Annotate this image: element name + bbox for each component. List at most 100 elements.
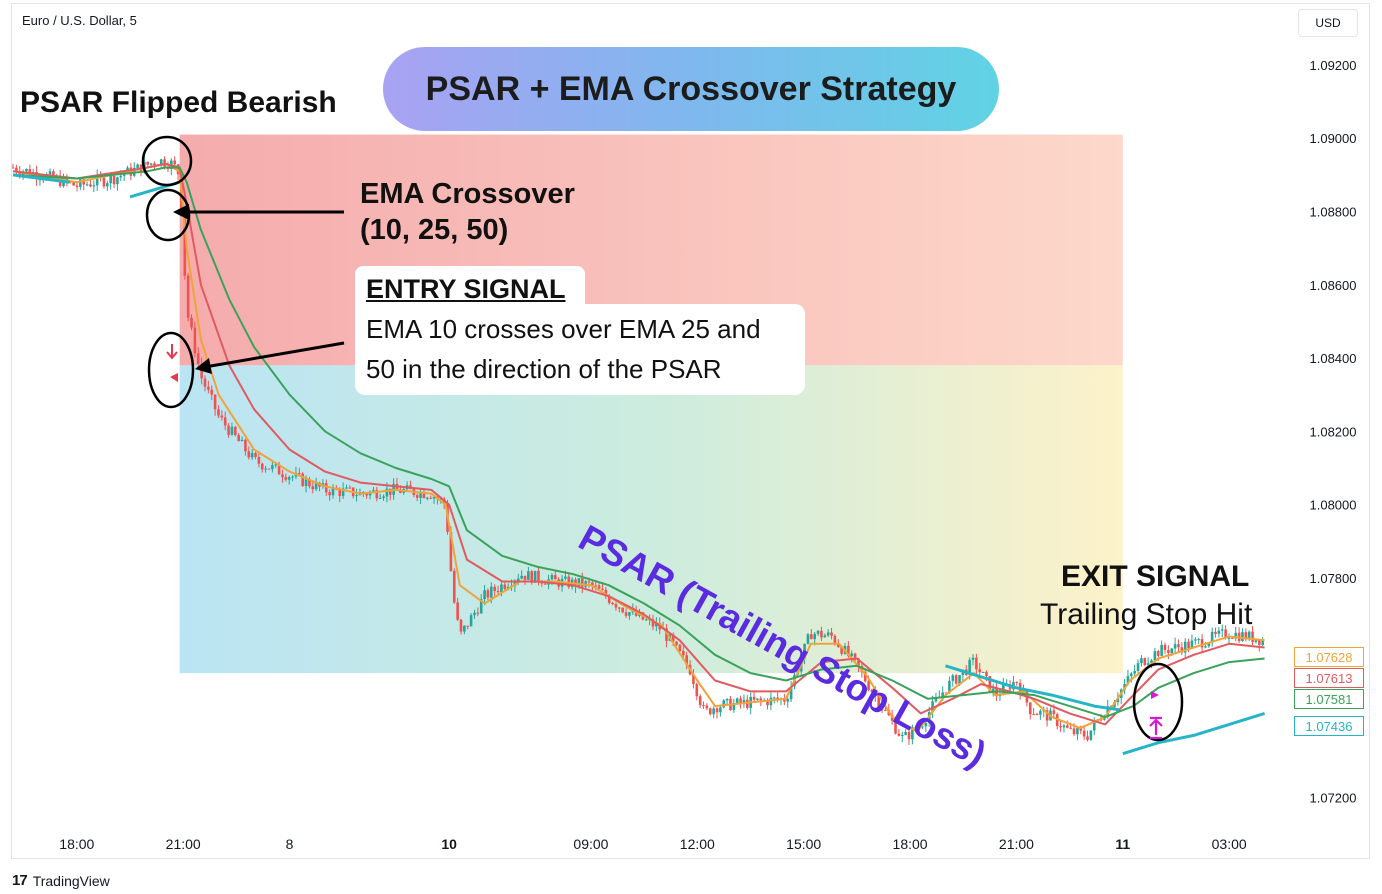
candle-body: [1244, 632, 1248, 640]
candle-body: [345, 487, 348, 489]
candle-body: [756, 698, 759, 700]
candle-body: [1028, 702, 1032, 715]
candle-body: [988, 676, 992, 692]
candle-body: [533, 570, 537, 583]
candle-body: [281, 474, 284, 478]
candle-body: [911, 727, 914, 740]
candle-body: [503, 584, 507, 589]
candle-body: [422, 492, 426, 499]
candle-body: [112, 175, 116, 185]
candle-body: [769, 697, 773, 706]
sell-marker-icon: [170, 373, 178, 382]
candle-body: [119, 175, 123, 178]
candle-body: [847, 645, 850, 657]
candle-body: [900, 734, 904, 736]
candle-body: [186, 275, 190, 318]
candle-body: [675, 641, 678, 645]
candle-body: [897, 733, 901, 736]
candle-body: [173, 160, 176, 165]
candle-body: [776, 697, 779, 700]
candle-body: [328, 492, 331, 496]
candle-body: [301, 473, 304, 487]
candle-body: [1187, 641, 1190, 649]
candle-body: [1163, 644, 1167, 651]
candle-body: [298, 472, 301, 474]
candle-body: [759, 698, 763, 701]
candle-body: [72, 181, 75, 186]
candle-body: [810, 634, 813, 640]
candle-body: [671, 634, 675, 642]
candle-body: [1217, 630, 1221, 634]
candle-body: [277, 464, 281, 475]
y-tick-label: 1.08400: [1310, 351, 1357, 366]
x-tick-label: 21:00: [999, 836, 1034, 852]
candle-body: [473, 612, 476, 616]
ema-crossover-arrow-head: [173, 204, 189, 220]
candle-body: [1167, 650, 1170, 654]
candle-body: [826, 632, 830, 636]
candle-body: [772, 697, 776, 699]
candle-body: [816, 630, 820, 634]
entry-signal-box: ENTRY SIGNAL EMA 10 crosses over EMA 25 …: [355, 266, 805, 395]
tradingview-brand: TradingView: [32, 872, 110, 889]
candle-body: [439, 498, 443, 500]
candle-body: [1035, 714, 1039, 716]
candle-body: [1173, 644, 1177, 649]
candle-body: [136, 164, 139, 168]
candle-body: [941, 692, 944, 697]
candle-body: [254, 452, 257, 457]
currency-button[interactable]: USD: [1298, 9, 1358, 37]
candle-body: [1092, 721, 1096, 731]
y-tick-label: 1.09200: [1310, 58, 1357, 73]
candle-body: [614, 604, 618, 608]
candle-body: [496, 591, 500, 593]
candle-body: [92, 185, 96, 187]
candle-body: [564, 576, 567, 579]
candle-body: [527, 571, 530, 580]
candle-body: [1207, 642, 1211, 647]
sell-signal-icon: [166, 344, 178, 360]
candle-body: [1130, 673, 1133, 677]
candle-body: [274, 464, 278, 466]
x-tick-label: 8: [286, 836, 294, 852]
candle-body: [587, 581, 591, 583]
entry-signal-arrow: [204, 341, 345, 369]
candle-body: [702, 705, 705, 707]
candle-body: [991, 688, 995, 692]
candle-body: [618, 607, 621, 609]
candle-body: [975, 657, 978, 670]
candle-body: [365, 493, 368, 496]
candle-body: [611, 602, 614, 605]
candle-body: [314, 482, 318, 490]
candle-body: [1247, 631, 1251, 640]
ema50-line: [12, 166, 1265, 719]
candle-body: [378, 497, 382, 499]
candle-body: [483, 590, 486, 600]
candle-body: [1039, 710, 1042, 715]
candle-body: [1133, 671, 1136, 674]
candle-body: [1146, 663, 1150, 665]
candle-body: [463, 625, 466, 632]
candle-body: [863, 671, 867, 682]
candle-body: [237, 435, 240, 442]
ema-crossover-periods: (10, 25, 50): [360, 214, 509, 246]
candle-body: [968, 659, 971, 675]
candle-body: [220, 415, 224, 418]
price-chart[interactable]: 1.09200 1.09000 1.08800 1.08600 1.08400 1.082…: [12, 4, 1369, 858]
reward-zone: [179, 365, 1123, 674]
candle-body: [203, 378, 207, 387]
candle-body: [850, 653, 854, 657]
candle-body: [385, 488, 389, 497]
psar-line: [12, 173, 70, 184]
candle-body: [739, 698, 742, 704]
candle-body: [1015, 681, 1019, 683]
candle-body: [1261, 639, 1264, 645]
y-tick-label: 1.09000: [1310, 131, 1357, 146]
chart-frame[interactable]: 1.09200 1.09000 1.08800 1.08600 1.08400 1.082…: [11, 3, 1370, 859]
footer-brand: 17 TradingView: [12, 872, 110, 889]
candle-body: [715, 708, 719, 713]
candle-body: [196, 353, 200, 365]
candle-body: [695, 684, 699, 697]
candle-body: [12, 167, 15, 169]
candle-body: [1076, 728, 1079, 735]
